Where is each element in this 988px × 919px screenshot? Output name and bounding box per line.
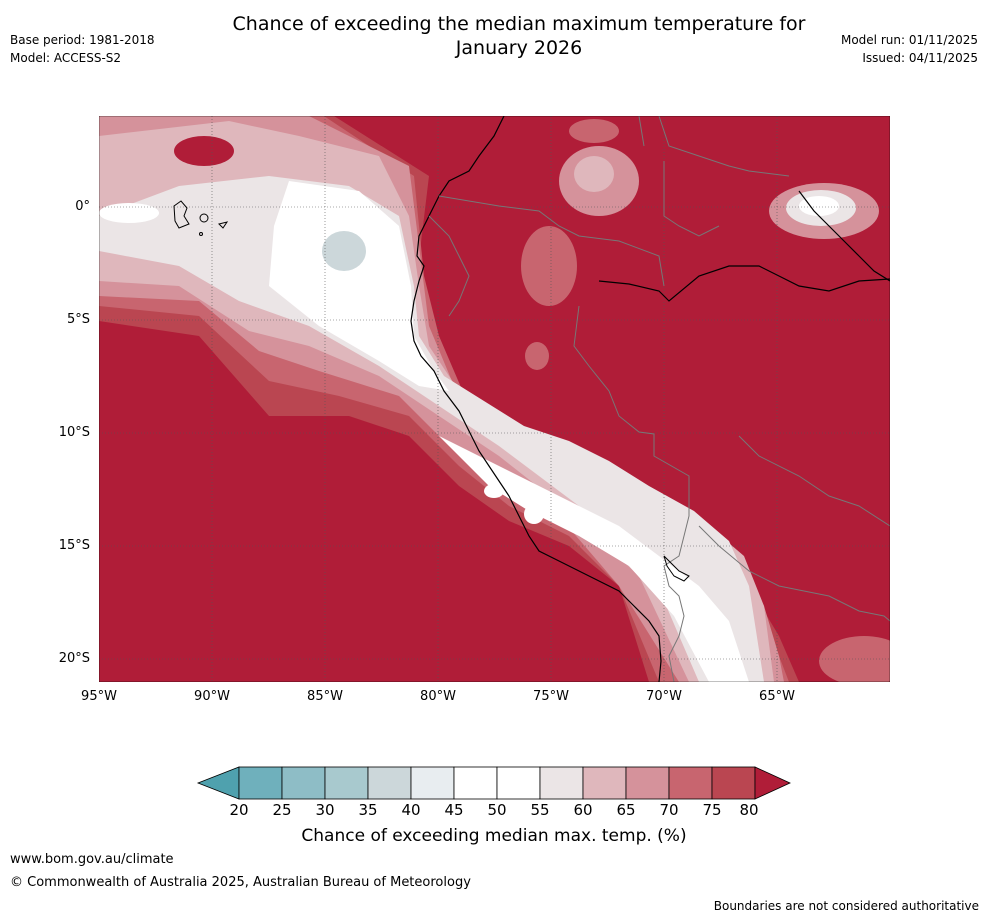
colorbar-tick-30: 30 (315, 801, 335, 819)
colorbar-box-55-60 (539, 766, 584, 800)
colorbar-tick-35: 35 (358, 801, 378, 819)
meta-right: Model run: 01/11/2025 Issued: 04/11/2025 (841, 31, 978, 67)
ocean-cell-50-west (99, 203, 159, 223)
colorbar-box-50-55 (496, 766, 541, 800)
colorbar-tick-45: 45 (444, 801, 464, 819)
colorbar-box-20-25 (238, 766, 283, 800)
copyright: © Commonwealth of Australia 2025, Austra… (10, 875, 471, 890)
lon-label-80w: 80°W (420, 689, 456, 704)
colorbar-box-60-65 (582, 766, 627, 800)
colorbar-tick-65: 65 (616, 801, 636, 819)
coast-band-50 (439, 436, 749, 682)
colorbar-box-65-70 (625, 766, 670, 800)
colorbar-tick-50: 50 (487, 801, 507, 819)
colorbar-box-45-50 (453, 766, 498, 800)
coastline (410, 116, 662, 682)
title-line-2: January 2026 (455, 37, 583, 59)
country-borders (428, 116, 890, 682)
base-period: Base period: 1981-2018 (10, 33, 155, 47)
website-link[interactable]: www.bom.gov.au/climate (10, 852, 174, 867)
lon-label-95w: 95°W (81, 689, 117, 704)
title-line-1: Chance of exceeding the median maximum t… (232, 13, 806, 35)
chart-title: Chance of exceeding the median maximum t… (0, 12, 988, 60)
ocean-cell-40 (322, 231, 366, 271)
colorbar-tick-25: 25 (272, 801, 292, 819)
peru-cell-50-a (484, 484, 504, 498)
colorbar-tick-80: 80 (739, 801, 759, 819)
colorbar-box-25-30 (281, 766, 326, 800)
issued-date: Issued: 04/11/2025 (862, 51, 978, 65)
disclaimer: Boundaries are not considered authoritat… (713, 899, 979, 913)
ocean-band-55 (99, 176, 764, 682)
colorbar-box-75-80 (711, 766, 756, 800)
inland-cell-70-b (521, 226, 577, 306)
lat-label-5s: 5°S (66, 312, 90, 327)
colorbar-box-30-35 (324, 766, 369, 800)
lat-label-15s: 15°S (58, 538, 90, 553)
colorbar-box-35-40 (367, 766, 412, 800)
lat-label-0: 0° (75, 199, 90, 214)
lat-label-20s: 20°S (58, 651, 90, 666)
ocean-band-50 (269, 181, 449, 391)
gridlines (99, 116, 890, 682)
north-coastline (798, 190, 890, 282)
caribbean-cell-50 (799, 196, 839, 216)
lon-label-75w: 75°W (533, 689, 569, 704)
lake-titicaca (663, 555, 690, 582)
meta-left: Base period: 1981-2018 Model: ACCESS-S2 (10, 31, 155, 67)
lon-label-85w: 85°W (307, 689, 343, 704)
colorbar-high-arrow (754, 766, 791, 800)
colorbar-tick-70: 70 (659, 801, 679, 819)
lon-label-65w: 65°W (759, 689, 795, 704)
model-name: Model: ACCESS-S2 (10, 51, 122, 65)
galapagos-cell-80 (174, 136, 234, 166)
colorbar-tick-55: 55 (530, 801, 550, 819)
colorbar-title: Chance of exceeding median max. temp. (%… (301, 826, 687, 846)
galapagos-islands (173, 200, 229, 236)
model-run: Model run: 01/11/2025 (840, 33, 978, 47)
lon-label-70w: 70°W (646, 689, 682, 704)
inland-cell-70-c (525, 342, 549, 370)
lat-label-10s: 10°S (58, 425, 90, 440)
colorbar-box-40-45 (410, 766, 455, 800)
inland-cell-70-d (569, 119, 619, 143)
colorbar-tick-60: 60 (573, 801, 593, 819)
colorbar (196, 766, 791, 800)
peru-cell-50-b (524, 504, 544, 524)
forecast-map (99, 116, 890, 682)
lon-label-90w: 90°W (194, 689, 230, 704)
inland-cell-60-a (574, 156, 614, 192)
colorbar-tick-75: 75 (702, 801, 722, 819)
colorbar-box-70-75 (668, 766, 713, 800)
colorbar-tick-40: 40 (401, 801, 421, 819)
colorbar-tick-20: 20 (229, 801, 249, 819)
east-cell-70 (819, 636, 890, 682)
colorbar-low-arrow (196, 766, 240, 800)
amazon-coastline (598, 265, 890, 302)
